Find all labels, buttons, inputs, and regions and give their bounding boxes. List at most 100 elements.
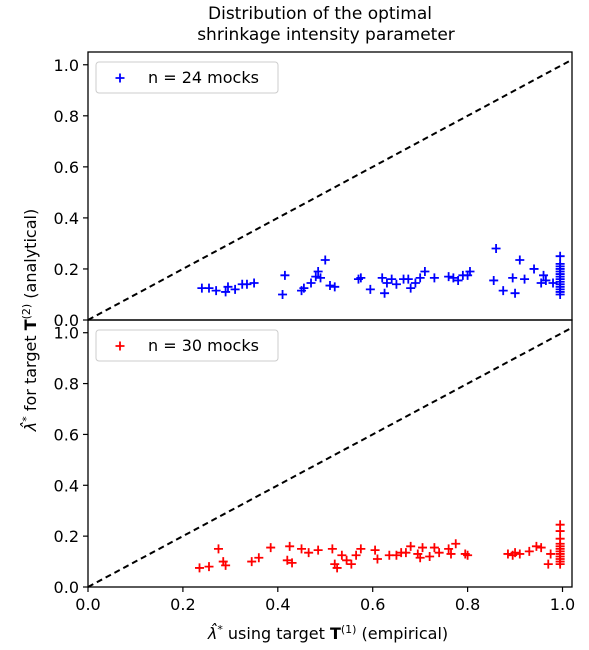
data-point [342,555,352,565]
y-tick-label: 1.0 [54,324,79,343]
data-point [403,274,413,284]
data-point [391,550,401,560]
data-point [418,543,428,553]
legend-marker [115,341,125,351]
data-point [382,278,392,288]
data-point [429,543,439,553]
series-top [197,244,565,299]
data-point [242,279,252,289]
panel-top: 0.0 0.2 0.4 0.6 0.8 1.0 n = 24 mocks [54,51,573,330]
data-point [425,551,435,561]
y-tick-label: 0.6 [54,158,79,177]
data-point [446,549,456,559]
data-point [546,549,556,559]
data-point [415,553,425,563]
data-point [524,546,534,556]
data-point [221,560,231,570]
data-point [543,559,553,569]
reference-line [87,326,573,588]
data-point [313,545,323,555]
x-tick-label: 0.8 [455,595,480,614]
data-point [247,557,257,567]
data-point [444,544,454,554]
data-point [420,267,430,277]
data-point [204,562,214,572]
data-point [266,543,276,553]
data-point [325,281,335,291]
data-point [536,278,546,288]
data-point [465,267,475,277]
legend-bottom: n = 30 mocks [95,329,279,362]
data-point [365,284,375,294]
chart-title-line-2: shrinkage intensity parameter [197,25,455,45]
legend-box [95,61,279,94]
x-tick-label: 1.0 [550,595,575,614]
data-point [282,555,292,565]
x-axis-label: λ̂* using target T(1) (empirical) [207,623,448,643]
y-tick-label: 0.4 [54,209,79,228]
reference-line [87,58,573,321]
x-tick-label: 0.0 [75,595,100,614]
data-point [555,289,565,299]
legend-marker [115,73,125,83]
y-tick-label: 0.8 [54,375,79,394]
data-point [297,544,307,554]
data-point [254,553,264,563]
data-point [498,286,508,296]
data-point [249,278,259,288]
data-point [448,273,458,283]
data-point [346,559,356,569]
y-tick-label: 0.0 [54,311,79,330]
data-point [444,272,454,282]
legend-label: n = 30 mocks [148,336,259,355]
data-point [299,283,309,293]
data-point [510,288,520,298]
data-point [387,274,397,284]
data-point [520,274,530,284]
legend-box [95,329,279,362]
legend-label: n = 24 mocks [148,68,259,87]
svg-text:λ̂* using target T(1) (empiric: λ̂* using target T(1) (empirical) [207,623,448,643]
data-point [213,544,223,554]
data-point [306,278,316,288]
data-point [280,270,290,280]
data-point [332,563,342,573]
y-axis-label: λ̂* for target T(2) (analytical) [20,209,40,432]
data-point [491,244,501,254]
data-point [380,288,390,298]
x-axis: 0.0 0.2 0.4 0.6 0.8 1.0 [75,587,575,614]
data-point [463,550,473,560]
data-point [429,273,439,283]
data-point [539,270,549,280]
y-tick-label: 0.0 [54,578,79,597]
legend-top: n = 24 mocks [95,61,279,94]
series-bottom [195,520,565,573]
data-point [221,287,231,297]
data-point [278,289,288,299]
data-point [356,273,366,283]
data-point [555,526,565,536]
data-point [320,255,330,265]
data-point [555,251,565,261]
data-point [330,282,340,292]
data-point [555,559,565,569]
data-point [370,545,380,555]
data-point [337,550,347,560]
data-point [327,544,337,554]
data-point [410,278,420,288]
panel-bottom-frame [87,319,573,588]
data-point [377,273,387,283]
data-point [503,549,513,559]
x-tick-label: 0.6 [360,595,385,614]
y-tick-label: 1.0 [54,56,79,75]
data-point [311,272,321,282]
data-point [451,539,461,549]
y-tick-label: 0.4 [54,476,79,495]
data-point [406,541,416,551]
chart-panels: 0.00.20.40.60.81.0n = 24 mocks0.00.20.40… [54,51,575,614]
x-tick-label: 0.4 [265,595,290,614]
data-point [489,275,499,285]
data-point [356,544,366,554]
data-point [204,283,214,293]
data-point [304,548,314,558]
